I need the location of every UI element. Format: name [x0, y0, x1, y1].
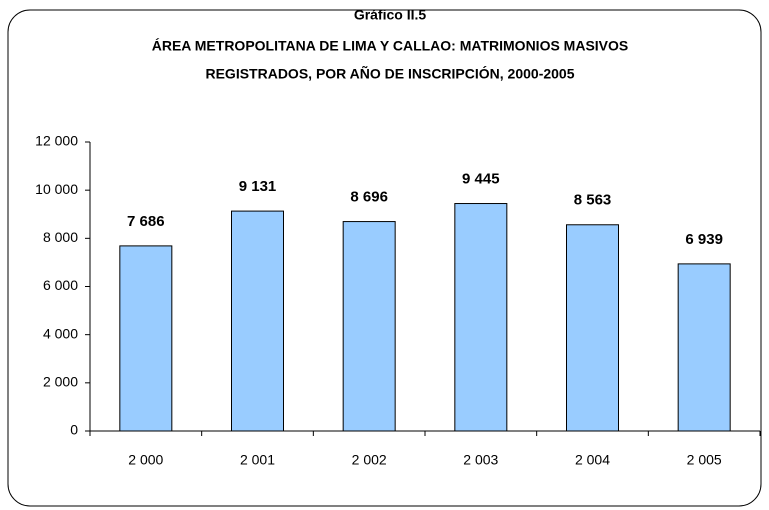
x-tick-label: 2 004 [575, 452, 610, 468]
y-tick-label: 8 000 [43, 229, 78, 245]
bar [231, 210, 284, 432]
bar [454, 203, 508, 432]
y-tick-label: 4 000 [43, 325, 78, 341]
x-tick-label: 2 005 [687, 452, 722, 468]
y-tick-label: 0 [70, 422, 78, 438]
value-label: 8 696 [350, 189, 388, 206]
y-tick-label: 10 000 [35, 181, 78, 197]
bar [566, 224, 619, 432]
bar [342, 221, 396, 432]
chart-title: REGISTRADOS, POR AÑO DE INSCRIPCIÓN, 200… [205, 65, 574, 82]
value-label: 9 131 [239, 178, 277, 195]
value-label: 7 686 [127, 213, 165, 230]
x-tick-label: 2 002 [352, 452, 387, 468]
y-tick-label: 2 000 [43, 374, 78, 390]
value-label: 8 563 [574, 192, 612, 209]
chart-title: ÁREA METROPOLITANA DE LIMA Y CALLAO: MAT… [152, 38, 629, 54]
value-label: 6 939 [685, 231, 723, 248]
x-tick-label: 2 000 [128, 452, 163, 468]
bar [119, 245, 173, 432]
x-tick-label: 2 001 [240, 452, 275, 468]
chart-title: Gráfico II.5 [354, 7, 427, 23]
y-tick-label: 12 000 [35, 133, 78, 149]
y-tick-label: 6 000 [43, 277, 78, 293]
bar [677, 263, 731, 432]
value-label: 9 445 [462, 171, 500, 188]
x-tick-label: 2 003 [463, 452, 498, 468]
